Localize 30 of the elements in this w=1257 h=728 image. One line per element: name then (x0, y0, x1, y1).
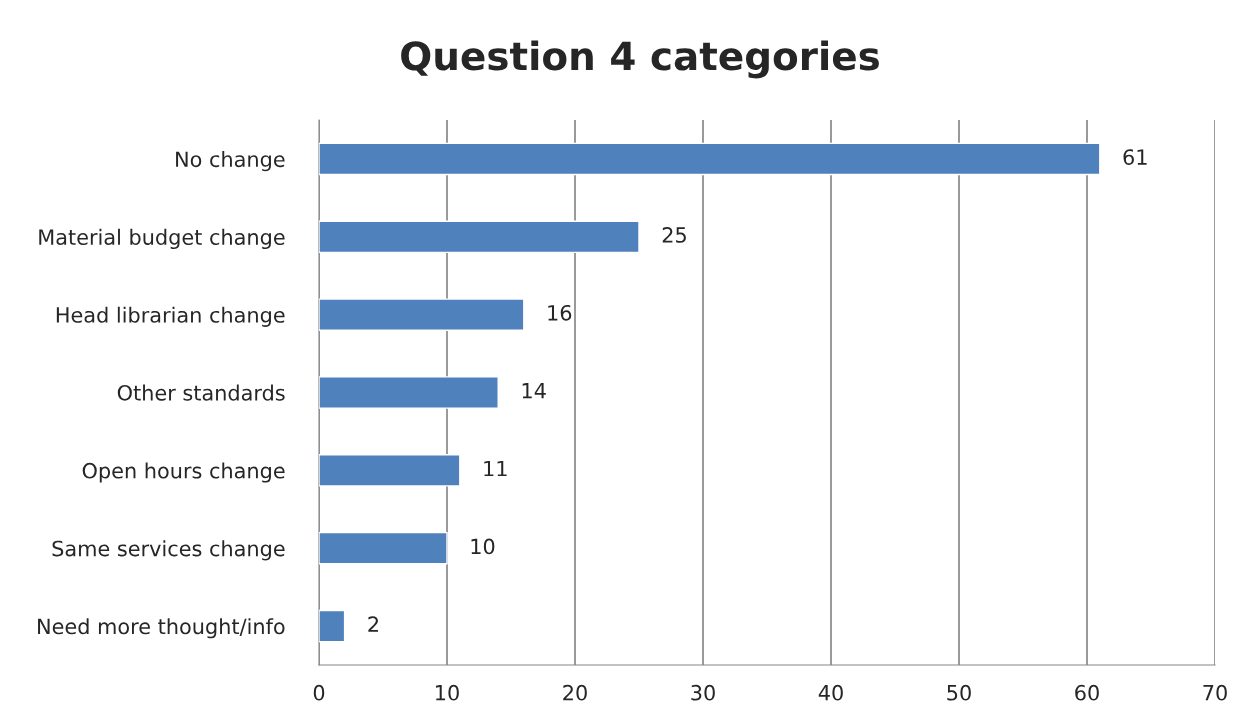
data-label: 14 (522, 383, 546, 399)
data-label: 25 (662, 227, 686, 243)
x-tick-label: 0 (313, 684, 325, 701)
data-label: 10 (471, 538, 495, 555)
x-tick-label: 50 (947, 684, 971, 701)
data-label: 2 (368, 616, 378, 632)
y-tick-label: Need more thought/info (38, 618, 285, 639)
x-tick-label: 10 (436, 684, 459, 701)
bar (319, 298, 525, 331)
bar (319, 220, 640, 254)
y-tick-label: Same services change (52, 540, 285, 561)
bar (319, 609, 346, 643)
x-tick-label: 60 (1075, 684, 1099, 701)
data-label: 61 (1123, 149, 1147, 165)
x-tick-label: 70 (1203, 684, 1227, 701)
x-tick-label: 40 (818, 684, 843, 701)
bar (319, 376, 499, 409)
y-tick-label: Material budget change (39, 228, 285, 250)
y-tick-label: Head librarian change (56, 306, 285, 327)
bar (319, 454, 461, 487)
bar (319, 142, 1101, 176)
y-tick-label: No change (176, 151, 285, 172)
x-tick-label: 30 (691, 684, 715, 701)
y-tick-label: Other standards (117, 384, 285, 401)
data-label: 16 (548, 304, 572, 321)
bar (319, 531, 448, 565)
data-label: 11 (484, 460, 507, 477)
chart-title: Question 4 categories (401, 40, 879, 79)
x-tick-label: 20 (563, 684, 587, 701)
y-tick-label: Open hours change (82, 462, 285, 483)
